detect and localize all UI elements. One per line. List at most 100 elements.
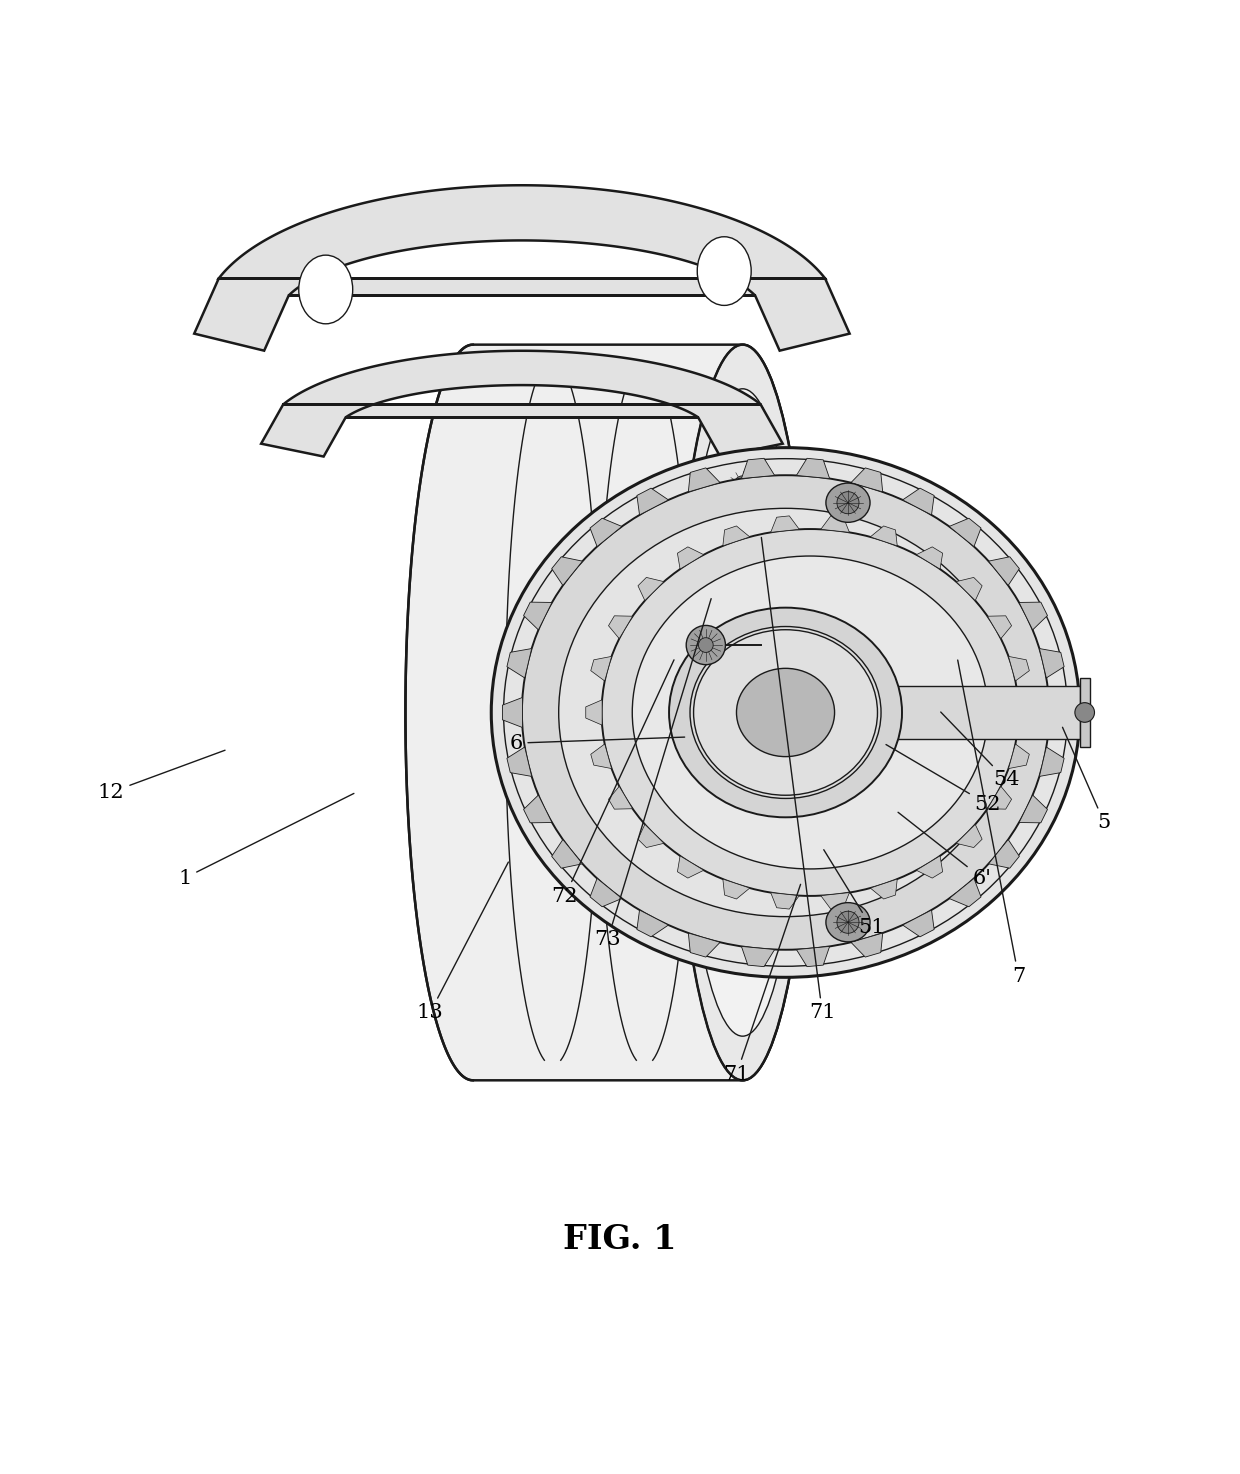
Polygon shape bbox=[1039, 747, 1064, 777]
Ellipse shape bbox=[734, 476, 751, 492]
Ellipse shape bbox=[675, 345, 810, 1080]
Polygon shape bbox=[870, 879, 898, 899]
Text: 72: 72 bbox=[552, 660, 675, 907]
Polygon shape bbox=[949, 879, 981, 907]
Polygon shape bbox=[987, 786, 1012, 809]
Ellipse shape bbox=[734, 924, 751, 942]
Polygon shape bbox=[1018, 700, 1034, 725]
Polygon shape bbox=[821, 516, 849, 532]
Ellipse shape bbox=[837, 911, 859, 933]
Polygon shape bbox=[677, 547, 704, 569]
Ellipse shape bbox=[632, 556, 988, 870]
Text: 6': 6' bbox=[898, 812, 991, 887]
Polygon shape bbox=[523, 794, 552, 822]
Ellipse shape bbox=[559, 509, 1012, 917]
Text: 13: 13 bbox=[417, 862, 508, 1023]
Polygon shape bbox=[987, 616, 1012, 638]
Polygon shape bbox=[688, 933, 720, 957]
Ellipse shape bbox=[686, 625, 725, 665]
Ellipse shape bbox=[522, 475, 1049, 949]
Polygon shape bbox=[590, 744, 611, 768]
Polygon shape bbox=[828, 685, 1080, 740]
Polygon shape bbox=[1019, 794, 1048, 822]
Polygon shape bbox=[1008, 744, 1029, 768]
Polygon shape bbox=[742, 458, 775, 479]
Ellipse shape bbox=[723, 914, 763, 952]
Polygon shape bbox=[771, 516, 800, 532]
Ellipse shape bbox=[491, 448, 1080, 977]
Polygon shape bbox=[1080, 678, 1090, 747]
Polygon shape bbox=[637, 488, 668, 514]
Polygon shape bbox=[723, 526, 750, 545]
Text: 12: 12 bbox=[98, 750, 224, 802]
Ellipse shape bbox=[826, 902, 870, 942]
Ellipse shape bbox=[670, 607, 901, 817]
Polygon shape bbox=[552, 557, 583, 585]
Polygon shape bbox=[1019, 603, 1048, 629]
Polygon shape bbox=[590, 519, 622, 547]
Polygon shape bbox=[851, 467, 883, 492]
Ellipse shape bbox=[693, 629, 878, 796]
Polygon shape bbox=[677, 856, 704, 879]
Polygon shape bbox=[956, 578, 982, 600]
Ellipse shape bbox=[698, 638, 713, 653]
Polygon shape bbox=[507, 649, 532, 678]
Polygon shape bbox=[262, 351, 782, 457]
Text: 1: 1 bbox=[179, 793, 353, 887]
Polygon shape bbox=[870, 526, 898, 545]
Polygon shape bbox=[552, 840, 583, 868]
Polygon shape bbox=[637, 578, 663, 600]
Ellipse shape bbox=[737, 668, 835, 756]
Polygon shape bbox=[916, 856, 942, 879]
Ellipse shape bbox=[723, 464, 763, 504]
Polygon shape bbox=[195, 186, 849, 351]
Polygon shape bbox=[916, 547, 942, 569]
Polygon shape bbox=[988, 557, 1019, 585]
Text: 73: 73 bbox=[594, 598, 712, 949]
Polygon shape bbox=[742, 946, 775, 967]
Polygon shape bbox=[796, 946, 830, 967]
Polygon shape bbox=[723, 879, 750, 899]
Polygon shape bbox=[949, 519, 981, 547]
Polygon shape bbox=[796, 458, 830, 479]
Ellipse shape bbox=[683, 389, 802, 1036]
Ellipse shape bbox=[299, 255, 352, 324]
Text: 7: 7 bbox=[957, 660, 1025, 986]
Polygon shape bbox=[771, 893, 800, 909]
Polygon shape bbox=[637, 824, 663, 848]
Text: 71: 71 bbox=[761, 538, 836, 1023]
Ellipse shape bbox=[697, 237, 751, 305]
Polygon shape bbox=[590, 656, 611, 681]
Text: 54: 54 bbox=[941, 712, 1019, 790]
Ellipse shape bbox=[1075, 703, 1095, 722]
Polygon shape bbox=[585, 700, 603, 725]
Polygon shape bbox=[609, 786, 632, 809]
Polygon shape bbox=[590, 879, 622, 907]
Polygon shape bbox=[609, 616, 632, 638]
Ellipse shape bbox=[601, 529, 1018, 896]
Polygon shape bbox=[1008, 656, 1029, 681]
Polygon shape bbox=[851, 933, 883, 957]
Polygon shape bbox=[988, 840, 1019, 868]
Text: 5: 5 bbox=[1063, 727, 1111, 833]
Polygon shape bbox=[688, 467, 720, 492]
Polygon shape bbox=[1039, 649, 1064, 678]
Ellipse shape bbox=[837, 492, 859, 514]
Polygon shape bbox=[821, 893, 849, 909]
Polygon shape bbox=[507, 747, 532, 777]
Polygon shape bbox=[523, 603, 552, 629]
Ellipse shape bbox=[689, 626, 882, 799]
Ellipse shape bbox=[826, 483, 870, 522]
Text: 51: 51 bbox=[823, 849, 884, 936]
Polygon shape bbox=[956, 824, 982, 848]
Polygon shape bbox=[405, 345, 810, 1080]
Polygon shape bbox=[903, 909, 934, 937]
Polygon shape bbox=[903, 488, 934, 514]
Text: 6: 6 bbox=[510, 734, 684, 753]
Text: FIG. 1: FIG. 1 bbox=[563, 1223, 677, 1256]
Polygon shape bbox=[637, 909, 668, 937]
Text: 71: 71 bbox=[723, 884, 801, 1083]
Polygon shape bbox=[502, 697, 522, 728]
Text: 52: 52 bbox=[887, 744, 1001, 814]
Polygon shape bbox=[1049, 697, 1069, 728]
